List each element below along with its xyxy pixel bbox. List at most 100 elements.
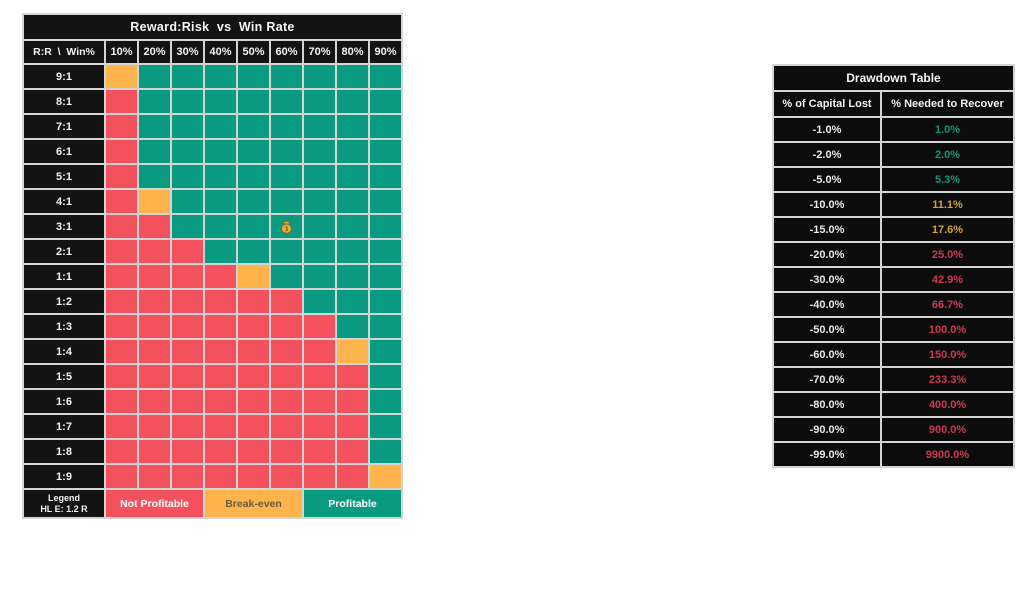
matrix-cell <box>205 390 236 413</box>
matrix-cell <box>172 290 203 313</box>
drawdown-title: Drawdown Table <box>774 66 1013 90</box>
matrix-row-label: 1:4 <box>24 340 104 363</box>
matrix-cell <box>205 365 236 388</box>
matrix-row-label: 1:1 <box>24 265 104 288</box>
matrix-cell <box>205 315 236 338</box>
matrix-cell <box>205 440 236 463</box>
drawdown-col-header-recover: % Needed to Recover <box>882 92 1013 116</box>
matrix-cell <box>238 215 269 238</box>
matrix-cell <box>271 365 302 388</box>
matrix-cell <box>370 340 401 363</box>
matrix-cell <box>271 465 302 488</box>
matrix-col-header: 70% <box>304 41 335 63</box>
matrix-cell <box>304 240 335 263</box>
drawdown-lost-value: -5.0% <box>774 168 880 191</box>
matrix-cell <box>172 365 203 388</box>
money-bag-icon <box>281 220 292 234</box>
matrix-cell <box>238 140 269 163</box>
matrix-cell <box>271 65 302 88</box>
matrix-cell <box>106 190 137 213</box>
matrix-cell <box>238 190 269 213</box>
drawdown-recover-value: 2.0% <box>882 143 1013 166</box>
matrix-cell <box>304 365 335 388</box>
drawdown-lost-value: -70.0% <box>774 368 880 391</box>
matrix-col-header: 50% <box>238 41 269 63</box>
matrix-cell <box>337 190 368 213</box>
matrix-row-label: 1:7 <box>24 415 104 438</box>
matrix-cell <box>172 415 203 438</box>
drawdown-recover-value: 900.0% <box>882 418 1013 441</box>
matrix-col-header: 90% <box>370 41 401 63</box>
drawdown-table: Drawdown Table % of Capital Lost % Neede… <box>772 64 1015 468</box>
matrix-cell <box>238 165 269 188</box>
matrix-cell <box>271 315 302 338</box>
drawdown-lost-value: -90.0% <box>774 418 880 441</box>
matrix-cell <box>304 390 335 413</box>
matrix-cell <box>304 340 335 363</box>
drawdown-lost-value: -30.0% <box>774 268 880 291</box>
matrix-row-label: 1:3 <box>24 315 104 338</box>
matrix-cell <box>106 90 137 113</box>
drawdown-lost-value: -10.0% <box>774 193 880 216</box>
matrix-cell <box>337 315 368 338</box>
matrix-cell <box>238 465 269 488</box>
drawdown-lost-value: -80.0% <box>774 393 880 416</box>
drawdown-lost-value: -15.0% <box>774 218 880 241</box>
matrix-cell <box>271 290 302 313</box>
matrix-cell <box>106 165 137 188</box>
matrix-cell <box>106 315 137 338</box>
matrix-cell <box>238 265 269 288</box>
matrix-row-label: 4:1 <box>24 190 104 213</box>
matrix-cell <box>205 140 236 163</box>
matrix-cell <box>238 365 269 388</box>
matrix-row-label: 8:1 <box>24 90 104 113</box>
matrix-cell <box>238 90 269 113</box>
matrix-cell <box>205 165 236 188</box>
legend-item-P: Profitable <box>304 490 401 517</box>
matrix-cell <box>370 215 401 238</box>
drawdown-lost-value: -40.0% <box>774 293 880 316</box>
matrix-cell <box>139 315 170 338</box>
legend-header-line2: HL E: 1.2 R <box>40 503 88 514</box>
matrix-cell <box>337 365 368 388</box>
matrix-cell <box>106 340 137 363</box>
matrix-cell <box>337 340 368 363</box>
matrix-cell <box>337 140 368 163</box>
matrix-cell <box>106 465 137 488</box>
matrix-cell <box>337 165 368 188</box>
matrix-cell <box>238 315 269 338</box>
matrix-cell <box>271 90 302 113</box>
matrix-cell <box>337 415 368 438</box>
matrix-cell <box>238 390 269 413</box>
matrix-cell <box>370 290 401 313</box>
matrix-cell <box>139 290 170 313</box>
matrix-cell <box>370 115 401 138</box>
matrix-cell <box>106 115 137 138</box>
matrix-cell <box>139 265 170 288</box>
legend-header-line1: Legend <box>47 492 80 503</box>
matrix-cell <box>172 115 203 138</box>
drawdown-col-header-lost: % of Capital Lost <box>774 92 880 116</box>
matrix-cell <box>205 465 236 488</box>
matrix-cell <box>370 415 401 438</box>
matrix-cell <box>304 215 335 238</box>
matrix-cell <box>370 265 401 288</box>
drawdown-recover-value: 233.3% <box>882 368 1013 391</box>
matrix-cell <box>337 390 368 413</box>
matrix-cell <box>172 465 203 488</box>
matrix-cell <box>205 415 236 438</box>
matrix-cell <box>238 440 269 463</box>
matrix-row-label: 9:1 <box>24 65 104 88</box>
matrix-cell <box>139 215 170 238</box>
drawdown-recover-value: 11.1% <box>882 193 1013 216</box>
matrix-cell <box>370 465 401 488</box>
matrix-cell <box>139 140 170 163</box>
drawdown-lost-value: -1.0% <box>774 118 880 141</box>
matrix-corner-label: R:R \ Win% <box>24 41 104 63</box>
matrix-row-label: 6:1 <box>24 140 104 163</box>
drawdown-recover-value: 25.0% <box>882 243 1013 266</box>
matrix-cell <box>304 440 335 463</box>
matrix-cell <box>304 190 335 213</box>
matrix-cell <box>271 115 302 138</box>
